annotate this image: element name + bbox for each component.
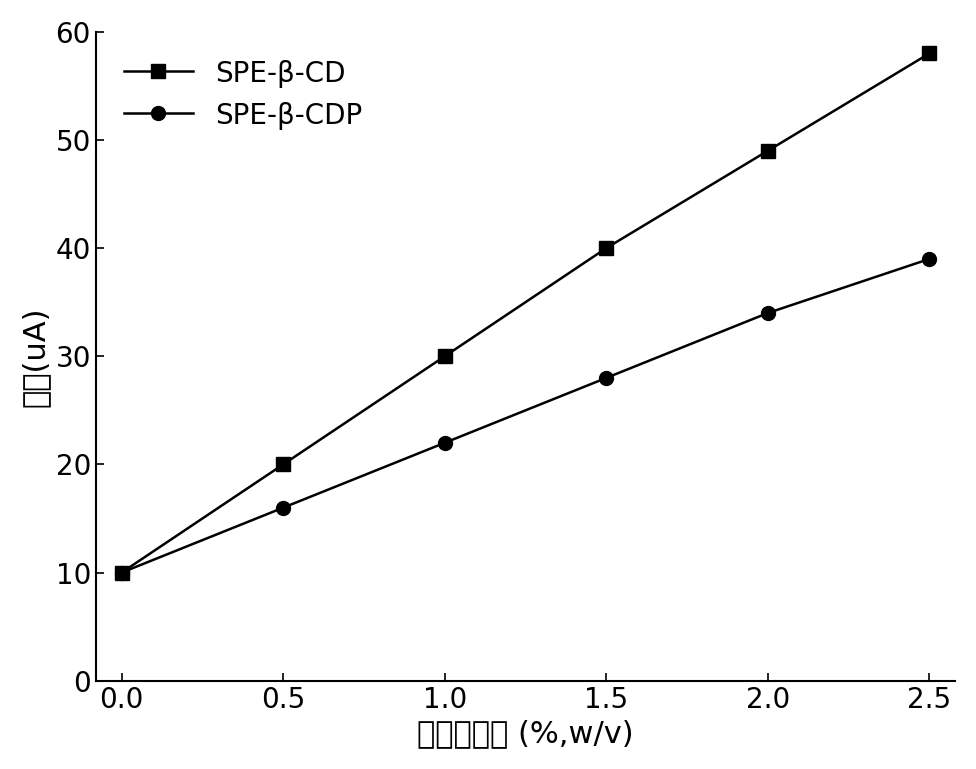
SPE-β-CDP [923,255,935,264]
Y-axis label: 电流(uA): 电流(uA) [20,306,50,407]
SPE-β-CDP [439,438,451,448]
SPE-β-CD [600,244,612,253]
SPE-β-CD [762,146,774,155]
SPE-β-CD [923,49,935,58]
SPE-β-CDP [277,503,289,512]
SPE-β-CD [277,460,289,469]
Legend: SPE-β-CD, SPE-β-CDP: SPE-β-CD, SPE-β-CDP [109,45,377,143]
SPE-β-CD [439,351,451,361]
SPE-β-CD [116,568,128,578]
SPE-β-CDP [600,373,612,382]
X-axis label: 添加剤浓度 (%,w/v): 添加剤浓度 (%,w/v) [417,719,633,748]
Line: SPE-β-CDP: SPE-β-CDP [114,252,936,580]
SPE-β-CDP [116,568,128,578]
SPE-β-CDP [762,308,774,318]
Line: SPE-β-CD: SPE-β-CD [114,46,936,580]
